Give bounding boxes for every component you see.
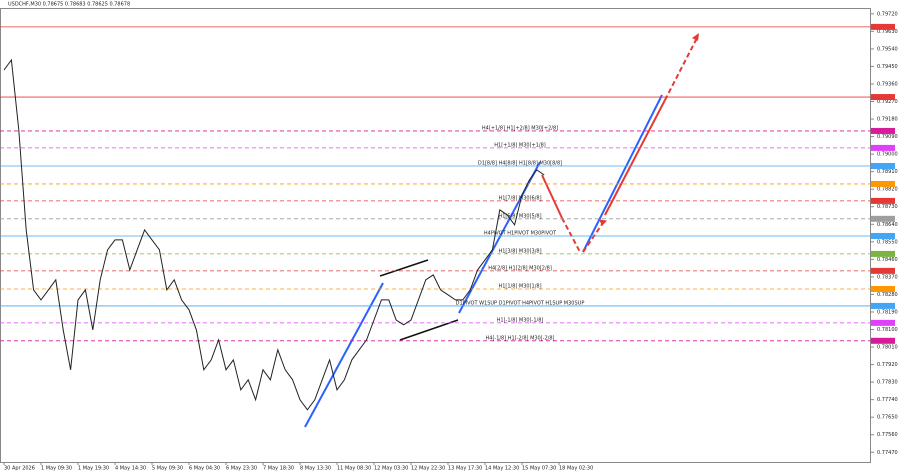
chart-title: USDCHF,M30 0.78675 0.78683 0.78625 0.786… [8, 2, 130, 8]
y-tick-label: 0.79090 [877, 134, 898, 140]
level-label: H1[+1/8] M30[+1/8] [494, 142, 546, 148]
y-tick-label: 0.77920 [877, 362, 898, 368]
y-tick-label: 0.79180 [877, 117, 898, 123]
level-price-box [871, 94, 895, 101]
x-tick-label: 8 May 13:30 [300, 466, 331, 472]
y-tick-label: 0.79630 [877, 29, 898, 35]
y-tick-label: 0.79270 [877, 99, 898, 105]
level-price-box [871, 267, 895, 274]
y-tick-label: 0.77740 [877, 397, 898, 403]
x-tick-label: 1 May 09:30 [41, 466, 72, 472]
y-tick-label: 0.78910 [877, 169, 898, 175]
y-tick-label: 0.78460 [877, 257, 898, 263]
x-tick-label: 6 May 23:30 [226, 466, 257, 472]
level-label: H1[5/8] M30[5/8] [498, 213, 541, 219]
level-label: D1[8/8] H4[8/8] H1[8/8] M30[8/8] [478, 161, 562, 167]
level-price-box [871, 23, 895, 30]
y-tick-label: 0.78280 [877, 292, 898, 298]
plot-frame [0, 8, 871, 463]
y-tick-label: 0.78100 [877, 327, 898, 333]
level-price-box [871, 180, 895, 187]
level-label: H1[1/8] M30[1/8] [498, 283, 541, 289]
x-tick-label: 12 May 03:30 [374, 466, 408, 472]
y-tick-label: 0.77470 [877, 450, 898, 456]
level-price-box [871, 163, 895, 170]
level-label: H4[-1/8] H1[-2/8] M30[-2/8] [486, 335, 555, 341]
level-price-box [871, 302, 895, 309]
y-tick-label: 0.78010 [877, 345, 898, 351]
x-tick-label: 30 Apr 2026 [4, 466, 35, 472]
y-tick-label: 0.78370 [877, 274, 898, 280]
x-tick-label: 15 May 07:30 [522, 466, 556, 472]
level-price-box [871, 197, 895, 204]
level-price-box [871, 319, 895, 326]
y-tick-label: 0.78550 [877, 239, 898, 245]
level-price-box [871, 250, 895, 257]
y-tick-label: 0.79540 [877, 46, 898, 52]
y-tick-label: 0.79720 [877, 11, 898, 17]
level-label: H1[-1/8] M30[-1/8] [497, 317, 544, 323]
y-tick-label: 0.77560 [877, 432, 898, 438]
level-price-box [871, 337, 895, 344]
level-label: H1[7/8] M30[6/8] [498, 195, 541, 201]
level-label: H4[+1/8] H1[+2/8] M30[+2/8] [482, 125, 558, 131]
x-tick-label: 6 May 04:30 [189, 466, 220, 472]
y-tick-label: 0.79360 [877, 81, 898, 87]
x-tick-label: 7 May 18:30 [263, 466, 294, 472]
y-tick-label: 0.78640 [877, 222, 898, 228]
y-tick-label: 0.79450 [877, 64, 898, 70]
level-price-box [871, 215, 895, 222]
level-label: H1[3/8] M30[3/8] [498, 248, 541, 254]
y-tick-label: 0.77830 [877, 380, 898, 386]
y-tick-label: 0.79000 [877, 152, 898, 158]
level-price-box [871, 232, 895, 239]
level-label: H4[2/8] H1[2/8] M30[2/8] [488, 265, 552, 271]
y-tick-label: 0.78190 [877, 309, 898, 315]
x-tick-label: 1 May 19:30 [78, 466, 109, 472]
x-tick-label: 18 May 02:30 [559, 466, 593, 472]
x-tick-label: 5 May 09:30 [152, 466, 183, 472]
drawings [304, 33, 699, 428]
x-tick-label: 13 May 17:30 [448, 466, 482, 472]
x-tick-label: 12 May 22:30 [411, 466, 445, 472]
level-label: H4PIVOT H1PIVOT M30PIVOT [484, 230, 557, 236]
level-label: D1PIVOT W1SUP D1PIVOT H4PIVOT H1SUP M30S… [456, 300, 585, 306]
level-price-box [871, 127, 895, 134]
level-price-box [871, 285, 895, 292]
x-tick-label: 4 May 14:30 [115, 466, 146, 472]
y-tick-label: 0.78730 [877, 204, 898, 210]
y-tick-label: 0.77650 [877, 415, 898, 421]
x-tick-label: 11 May 08:30 [337, 466, 371, 472]
y-tick-label: 0.78820 [877, 187, 898, 193]
x-tick-label: 14 May 12:30 [485, 466, 519, 472]
level-price-box [871, 144, 895, 151]
price-line [3, 58, 545, 411]
